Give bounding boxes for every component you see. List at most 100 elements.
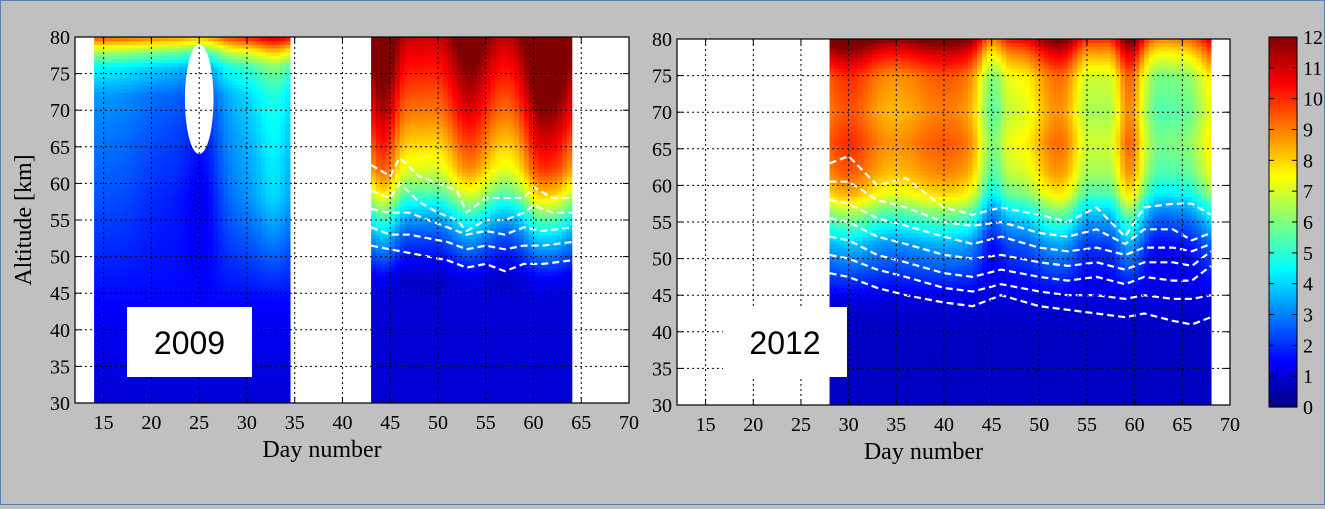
heatmap-cell (390, 392, 396, 397)
heatmap-cell (199, 201, 205, 206)
heatmap-cell (409, 176, 415, 181)
heatmap-cell (160, 121, 167, 126)
heatmap-cell (242, 66, 248, 71)
heatmap-cell (385, 146, 391, 152)
heatmap-cell (390, 88, 396, 93)
heatmap-cell (103, 304, 110, 309)
heatmap-cell (256, 337, 262, 342)
heatmap-cell (151, 55, 157, 60)
heatmap-cell (270, 113, 277, 119)
heatmap-cell (246, 62, 253, 67)
heatmap-cell (380, 77, 387, 82)
heatmap-cell (409, 157, 415, 163)
heatmap-cell (371, 384, 377, 389)
heatmap-cell (409, 384, 415, 389)
heatmap-cell (242, 293, 248, 298)
heatmap-cell (218, 227, 224, 232)
heatmap-cell (122, 234, 129, 239)
heatmap-cell (227, 304, 234, 309)
heatmap-cell (199, 172, 205, 177)
heatmap-cell (165, 80, 172, 86)
heatmap-cell (103, 329, 110, 335)
heatmap-cell (371, 47, 377, 53)
heatmap-cell (156, 183, 162, 188)
heatmap-cell (275, 183, 281, 188)
heatmap-cell (256, 318, 262, 324)
heatmap-cell (390, 176, 396, 181)
heatmap-cell (160, 223, 167, 228)
heatmap-cell (280, 333, 286, 338)
heatmap-cell (404, 47, 410, 53)
heatmap-cell (385, 373, 391, 378)
heatmap-cell (275, 165, 281, 170)
heatmap-cell (122, 172, 129, 177)
heatmap-cell (180, 47, 186, 53)
heatmap-cell (285, 263, 291, 269)
heatmap-cell (137, 223, 143, 228)
heatmap-cell (170, 179, 176, 184)
heatmap-cell (275, 241, 281, 247)
heatmap-cell (270, 157, 277, 163)
heatmap-cell (256, 362, 262, 367)
heatmap-cell (385, 326, 391, 331)
heatmap-cell (270, 278, 277, 283)
heatmap-cell (213, 278, 219, 283)
heatmap-cell (270, 84, 277, 89)
heatmap-cell (371, 263, 377, 269)
heatmap-cell (256, 168, 262, 174)
heatmap-cell (261, 216, 267, 221)
heatmap-cell (246, 146, 253, 152)
heatmap-cell (132, 44, 138, 49)
heatmap-cell (127, 252, 133, 258)
heatmap-cell (208, 132, 215, 137)
heatmap-cell (156, 113, 162, 119)
heatmap-cell (146, 69, 153, 75)
heatmap-cell (160, 227, 167, 232)
heatmap-cell (113, 84, 119, 89)
heatmap-cell (175, 256, 181, 261)
heatmap-cell (285, 278, 291, 283)
heatmap-cell (246, 285, 253, 291)
heatmap-cell (270, 106, 277, 111)
heatmap-cell (122, 223, 129, 228)
heatmap-cell (242, 44, 248, 49)
heatmap-cell (184, 168, 191, 174)
heatmap-cell (127, 47, 133, 53)
heatmap-cell (266, 179, 272, 184)
heatmap-cell (270, 99, 277, 104)
heatmap-cell (113, 194, 119, 199)
heatmap-cell (189, 198, 195, 203)
heatmap-cell (280, 351, 286, 357)
heatmap-cell (170, 223, 176, 228)
heatmap-cell (113, 110, 119, 115)
heatmap-cell (285, 187, 291, 192)
heatmap-cell (94, 340, 100, 346)
heatmap-cell (223, 47, 229, 53)
heatmap-cell (223, 216, 229, 221)
heatmap-cell (266, 37, 272, 42)
heatmap-cell (371, 326, 377, 331)
heatmap-cell (137, 139, 143, 144)
heatmap-cell (266, 296, 272, 302)
heatmap-cell (404, 62, 410, 67)
heatmap-cell (117, 230, 124, 236)
heatmap-cell (156, 146, 162, 152)
heatmap-cell (103, 99, 110, 104)
heatmap-cell (170, 58, 176, 64)
heatmap-cell (394, 66, 401, 71)
heatmap-cell (117, 194, 124, 199)
heatmap-cell (385, 106, 391, 111)
heatmap-cell (103, 241, 110, 247)
heatmap-cell (103, 245, 110, 250)
heatmap-cell (285, 77, 291, 82)
heatmap-cell (409, 198, 415, 203)
heatmap-cell (218, 121, 224, 126)
heatmap-cell (261, 168, 267, 174)
heatmap-cell (108, 293, 114, 298)
heatmap-cell (156, 80, 162, 86)
heatmap-cell (242, 80, 248, 86)
heatmap-cell (266, 216, 272, 221)
heatmap-cell (390, 227, 396, 232)
heatmap-cell (251, 370, 258, 375)
